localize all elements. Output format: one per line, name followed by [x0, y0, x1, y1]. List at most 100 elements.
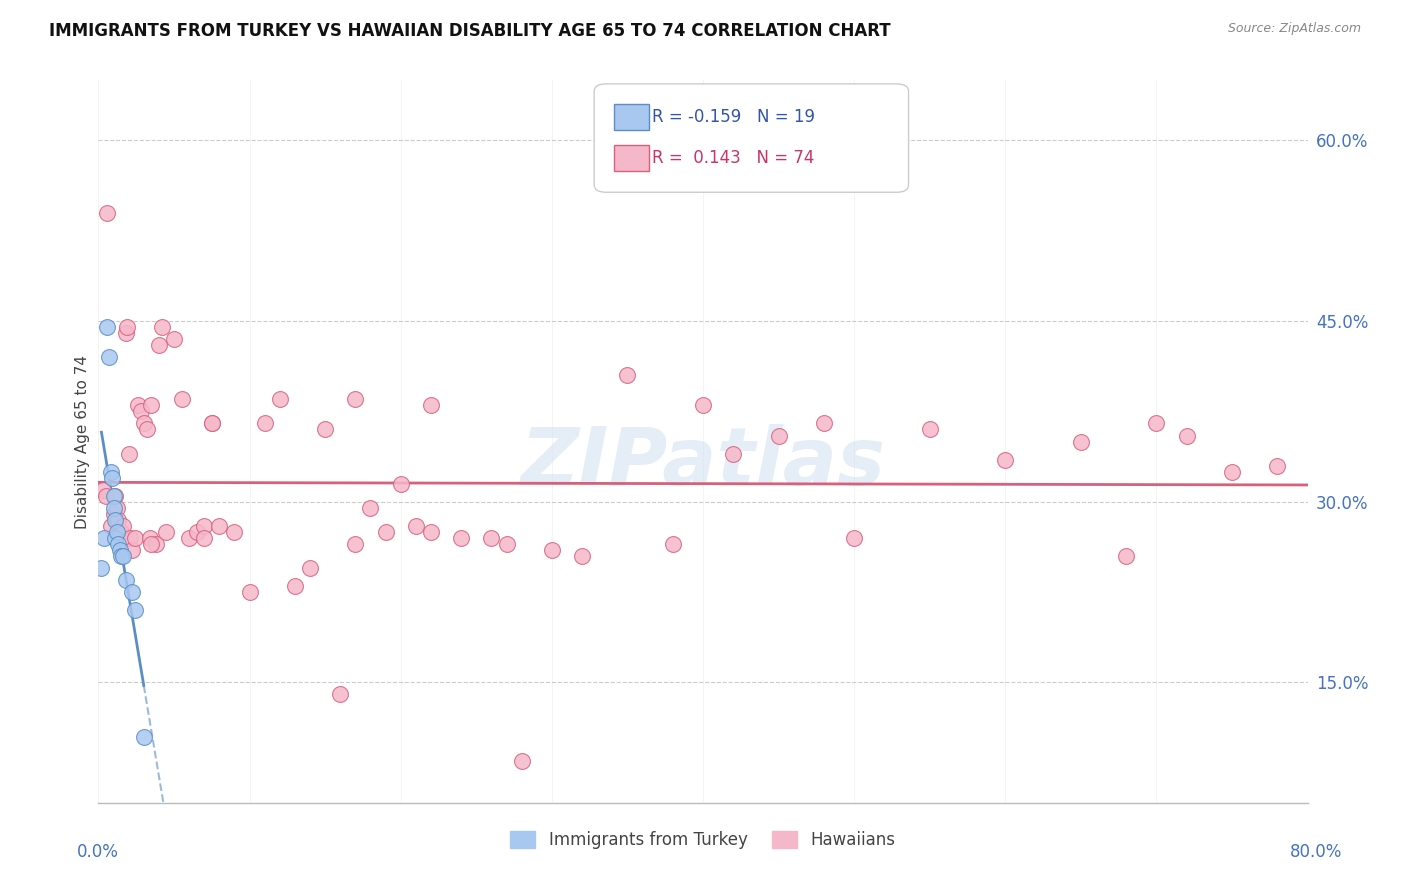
- Point: [111, 519, 134, 533]
- Point: [103, 489, 125, 503]
- Point: [132, 730, 155, 744]
- Point: [540, 542, 562, 557]
- Point: [344, 537, 367, 551]
- Point: [148, 338, 170, 352]
- Point: [120, 531, 142, 545]
- Point: [1070, 434, 1092, 449]
- Point: [121, 585, 143, 599]
- Point: [91, 483, 114, 497]
- Point: [571, 549, 593, 563]
- Text: R = -0.159   N = 19: R = -0.159 N = 19: [652, 108, 815, 126]
- Point: [344, 392, 367, 407]
- Point: [201, 417, 224, 431]
- Point: [145, 537, 167, 551]
- Point: [768, 428, 790, 442]
- Point: [405, 519, 427, 533]
- Point: [239, 585, 262, 599]
- Point: [314, 423, 336, 437]
- Point: [179, 531, 201, 545]
- Point: [495, 537, 517, 551]
- Point: [129, 404, 152, 418]
- Legend: Immigrants from Turkey, Hawaiians: Immigrants from Turkey, Hawaiians: [503, 824, 903, 856]
- Point: [450, 531, 472, 545]
- Point: [108, 542, 131, 557]
- Point: [121, 542, 143, 557]
- Point: [844, 531, 866, 545]
- Point: [104, 489, 127, 503]
- Y-axis label: Disability Age 65 to 74: Disability Age 65 to 74: [75, 354, 90, 529]
- Point: [481, 531, 503, 545]
- Point: [360, 500, 382, 515]
- Point: [1175, 428, 1198, 442]
- Point: [420, 398, 443, 412]
- Text: Source: ZipAtlas.com: Source: ZipAtlas.com: [1227, 22, 1361, 36]
- Point: [127, 398, 149, 412]
- Point: [510, 754, 533, 768]
- Point: [94, 489, 117, 503]
- Point: [115, 320, 138, 334]
- FancyBboxPatch shape: [613, 104, 648, 130]
- Point: [108, 524, 131, 539]
- Point: [994, 452, 1017, 467]
- Point: [284, 579, 307, 593]
- Point: [107, 537, 129, 551]
- Text: IMMIGRANTS FROM TURKEY VS HAWAIIAN DISABILITY AGE 65 TO 74 CORRELATION CHART: IMMIGRANTS FROM TURKEY VS HAWAIIAN DISAB…: [49, 22, 891, 40]
- Point: [139, 531, 162, 545]
- Text: R =  0.143   N = 74: R = 0.143 N = 74: [652, 149, 814, 167]
- Point: [813, 417, 835, 431]
- Point: [389, 476, 412, 491]
- Point: [105, 500, 128, 515]
- Point: [118, 446, 141, 460]
- Point: [661, 537, 683, 551]
- Point: [100, 465, 122, 479]
- Point: [98, 350, 121, 364]
- Point: [616, 368, 638, 383]
- Point: [374, 524, 396, 539]
- Point: [101, 471, 124, 485]
- Point: [103, 500, 125, 515]
- Point: [141, 537, 163, 551]
- Text: 80.0%: 80.0%: [1291, 843, 1343, 861]
- Point: [104, 531, 127, 545]
- Point: [104, 513, 127, 527]
- Point: [103, 507, 125, 521]
- Text: ZIPatlas: ZIPatlas: [520, 425, 886, 502]
- Point: [193, 531, 215, 545]
- Point: [299, 561, 322, 575]
- FancyBboxPatch shape: [613, 145, 648, 170]
- Point: [269, 392, 291, 407]
- Point: [1220, 465, 1243, 479]
- FancyBboxPatch shape: [595, 84, 908, 193]
- Point: [1267, 458, 1289, 473]
- Point: [692, 398, 714, 412]
- Point: [107, 513, 129, 527]
- Point: [132, 417, 155, 431]
- Point: [186, 524, 208, 539]
- Point: [96, 205, 118, 219]
- Point: [224, 524, 246, 539]
- Point: [141, 398, 163, 412]
- Point: [723, 446, 745, 460]
- Point: [420, 524, 443, 539]
- Point: [111, 549, 134, 563]
- Point: [163, 332, 186, 346]
- Point: [110, 549, 132, 563]
- Point: [114, 326, 136, 340]
- Point: [193, 519, 215, 533]
- Point: [96, 320, 118, 334]
- Point: [1115, 549, 1137, 563]
- Point: [1146, 417, 1168, 431]
- Point: [170, 392, 193, 407]
- Point: [105, 524, 128, 539]
- Point: [90, 561, 112, 575]
- Point: [124, 603, 146, 617]
- Point: [110, 524, 132, 539]
- Point: [329, 687, 352, 701]
- Point: [201, 417, 224, 431]
- Text: 0.0%: 0.0%: [77, 843, 120, 861]
- Point: [155, 524, 177, 539]
- Point: [124, 531, 146, 545]
- Point: [100, 519, 122, 533]
- Point: [253, 417, 276, 431]
- Point: [93, 531, 115, 545]
